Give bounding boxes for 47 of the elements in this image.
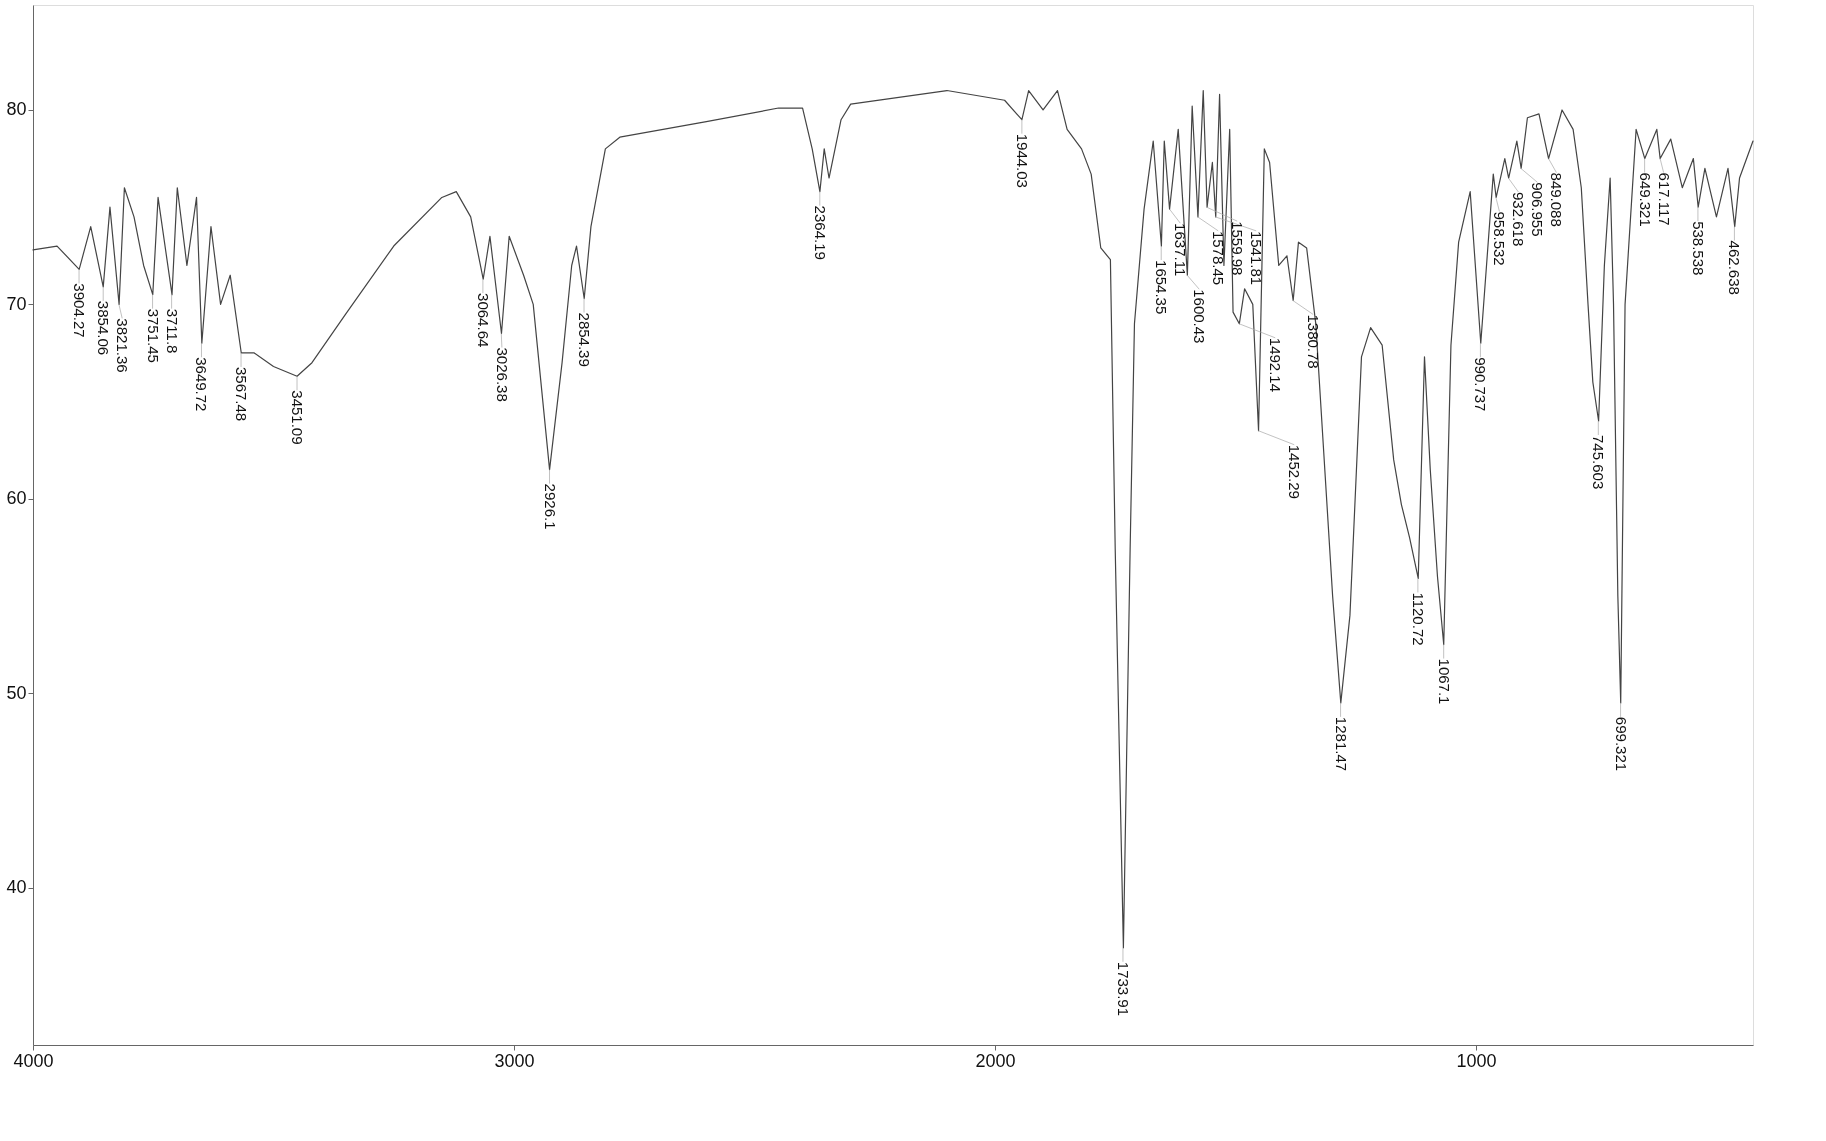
annotation: 3711.8 xyxy=(163,308,181,354)
annotation: 1492.14 xyxy=(1267,337,1285,393)
y-tick-label: 70 xyxy=(6,293,27,314)
annotation: 3567.48 xyxy=(233,366,251,422)
x-tick-label: 4000 xyxy=(13,1050,54,1071)
annotation: 1281.47 xyxy=(1332,716,1350,772)
y-tick-label: 80 xyxy=(6,99,27,120)
x-tick-label: 1000 xyxy=(1456,1050,1497,1071)
annotation: 1559.98 xyxy=(1229,221,1247,276)
annotation: 932.618 xyxy=(1510,192,1528,247)
annotation: 462.638 xyxy=(1726,240,1744,295)
annotation: 849.088 xyxy=(1548,172,1566,227)
annotation: 1637.11 xyxy=(1172,223,1190,277)
annotation: 617.117 xyxy=(1655,172,1673,226)
annotation: 1380.78 xyxy=(1305,314,1323,369)
annotation: 2854.39 xyxy=(576,312,594,367)
annotation: 538.538 xyxy=(1689,221,1707,276)
annotation: 906.955 xyxy=(1529,182,1547,237)
x-tick-label: 2000 xyxy=(975,1050,1016,1071)
annotation: 1541.81 xyxy=(1248,230,1266,286)
annotation: 1654.35 xyxy=(1153,260,1171,315)
annotation: 1578.45 xyxy=(1210,230,1228,286)
y-tick-label: 40 xyxy=(6,877,27,898)
annotation: 1067.1 xyxy=(1435,658,1453,705)
x-tick-label: 3000 xyxy=(494,1050,535,1071)
annotation: 3451.09 xyxy=(289,390,307,445)
annotation: 1733.91 xyxy=(1114,961,1132,1017)
annotation: 3821.36 xyxy=(114,318,132,373)
annotation: 3854.06 xyxy=(95,300,113,356)
annotation: 745.603 xyxy=(1590,435,1608,490)
y-tick-label: 50 xyxy=(6,682,27,703)
annotation: 699.321 xyxy=(1612,716,1630,772)
annotation: 2364.19 xyxy=(811,205,829,260)
annotation: 990.737 xyxy=(1472,357,1490,412)
annotation: 649.321 xyxy=(1636,172,1654,227)
annotation: 3904.27 xyxy=(71,283,89,338)
annotation: 2926.1 xyxy=(541,483,559,530)
annotation: 958.532 xyxy=(1491,211,1509,266)
annotation: 1452.29 xyxy=(1286,444,1304,499)
annotation: 3649.72 xyxy=(193,357,211,412)
annotation: 3751.45 xyxy=(144,308,162,363)
y-tick-label: 60 xyxy=(6,488,27,509)
annotation: 1600.43 xyxy=(1191,289,1209,344)
annotation: 1944.03 xyxy=(1013,133,1031,188)
annotation: 1120.72 xyxy=(1409,592,1427,646)
annotation: 3064.64 xyxy=(474,293,492,348)
annotation: 3026.38 xyxy=(493,347,511,402)
